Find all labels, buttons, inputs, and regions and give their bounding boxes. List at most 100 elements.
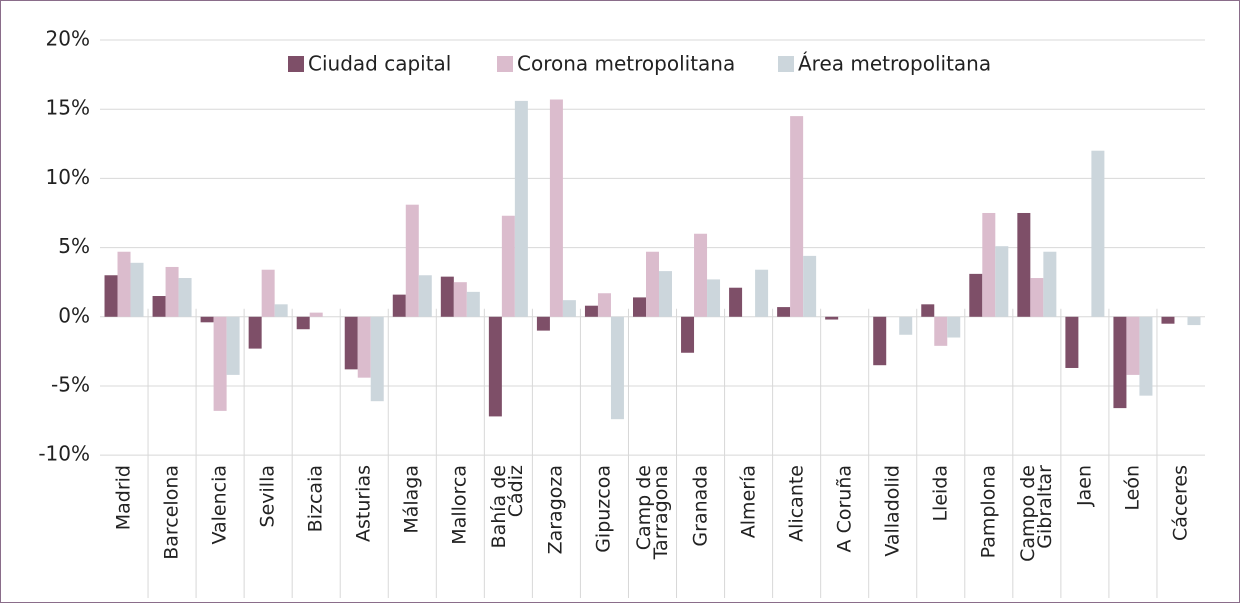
x-tick-label: Campo de Gibraltar xyxy=(1016,465,1056,562)
bar xyxy=(296,316,310,330)
bar xyxy=(152,296,166,317)
bar xyxy=(1065,316,1079,368)
legend-label: Ciudad capital xyxy=(308,52,451,76)
bar xyxy=(646,251,659,317)
bar xyxy=(274,304,288,317)
bar xyxy=(921,304,935,317)
bar xyxy=(130,262,144,317)
bar xyxy=(165,266,179,317)
bar xyxy=(1043,251,1057,317)
bar xyxy=(357,316,371,378)
bar xyxy=(178,278,192,317)
x-tick-label: Gipuzcoa xyxy=(592,465,615,553)
bar xyxy=(405,204,419,317)
bar xyxy=(873,316,887,366)
bar xyxy=(466,291,480,317)
x-tick-label: Almería xyxy=(737,465,760,539)
bar xyxy=(549,99,563,317)
bar xyxy=(488,316,502,417)
bar xyxy=(1113,316,1127,409)
legend-swatch xyxy=(778,56,794,72)
y-tick-label: 20% xyxy=(46,27,90,51)
bar xyxy=(261,269,275,317)
bar xyxy=(790,116,804,317)
x-tick-label: Mallorca xyxy=(448,465,471,545)
y-tick-label: 5% xyxy=(58,234,90,258)
bar xyxy=(200,316,214,323)
bar xyxy=(777,307,791,317)
x-tick-label: Zaragoza xyxy=(544,465,567,555)
legend-swatch xyxy=(288,56,304,72)
x-tick-label: Barcelona xyxy=(160,465,183,560)
x-tick-label: Bahía de Cádiz xyxy=(488,465,528,549)
bar xyxy=(418,275,432,317)
bar xyxy=(226,316,240,375)
bar xyxy=(934,316,948,346)
bar xyxy=(610,316,624,420)
bar xyxy=(453,282,467,317)
bar xyxy=(659,271,672,317)
bar xyxy=(344,316,358,370)
x-tick-label: Madrid xyxy=(112,465,135,531)
bar xyxy=(681,316,695,353)
bar xyxy=(633,297,646,317)
bar xyxy=(1139,316,1153,396)
bar xyxy=(1030,278,1044,317)
y-tick-label: -10% xyxy=(38,442,90,466)
x-tick-label: Alicante xyxy=(785,465,808,542)
bar xyxy=(969,273,983,317)
bar xyxy=(1091,150,1105,317)
x-tick-label: Málaga xyxy=(400,465,423,534)
bar xyxy=(440,276,454,317)
bar xyxy=(309,312,323,317)
bar xyxy=(694,233,708,317)
x-tick-label: Asturias xyxy=(352,465,375,543)
bar xyxy=(104,275,118,317)
x-tick-label: Jaen xyxy=(1073,465,1096,506)
x-tick-label: A Coruña xyxy=(833,465,856,553)
x-tick-label: León xyxy=(1121,465,1144,511)
bar xyxy=(982,212,996,317)
bar xyxy=(899,316,913,335)
x-tick-label: Sevilla xyxy=(256,465,279,528)
bar xyxy=(213,316,227,411)
legend-swatch xyxy=(497,56,513,72)
bar xyxy=(1126,316,1140,375)
bar xyxy=(1017,212,1031,317)
bar xyxy=(995,246,1009,317)
bar xyxy=(514,100,528,317)
bar xyxy=(755,269,769,317)
legend-label: Corona metropolitana xyxy=(517,52,735,76)
x-tick-label: Granada xyxy=(689,465,712,547)
bar xyxy=(803,255,817,317)
y-tick-label: 15% xyxy=(46,96,90,120)
bar xyxy=(729,287,743,317)
x-tick-label: Valencia xyxy=(208,465,231,545)
x-tick-label: Camp de Tarragona xyxy=(632,465,672,560)
bar xyxy=(536,316,550,331)
x-tick-label: Valladolid xyxy=(881,465,904,557)
bar xyxy=(707,279,721,317)
bar xyxy=(1187,316,1201,326)
x-tick-label: Pamplona xyxy=(977,465,1000,559)
legend-label: Área metropolitana xyxy=(798,52,991,76)
y-tick-label: -5% xyxy=(51,372,90,396)
bar xyxy=(825,316,839,320)
bar xyxy=(370,316,384,402)
bar xyxy=(117,251,131,317)
x-tick-label: Cáceres xyxy=(1169,465,1192,542)
bar xyxy=(392,294,406,317)
bar xyxy=(947,316,961,338)
bar xyxy=(597,293,611,317)
y-tick-label: 0% xyxy=(58,303,90,327)
bar xyxy=(584,305,598,317)
bar xyxy=(248,316,262,349)
bar xyxy=(562,300,576,317)
x-tick-label: Lleida xyxy=(929,465,952,522)
bar xyxy=(1161,316,1175,324)
x-tick-label: Bizcaia xyxy=(304,465,327,533)
y-tick-label: 10% xyxy=(46,165,90,189)
bar xyxy=(501,215,515,317)
